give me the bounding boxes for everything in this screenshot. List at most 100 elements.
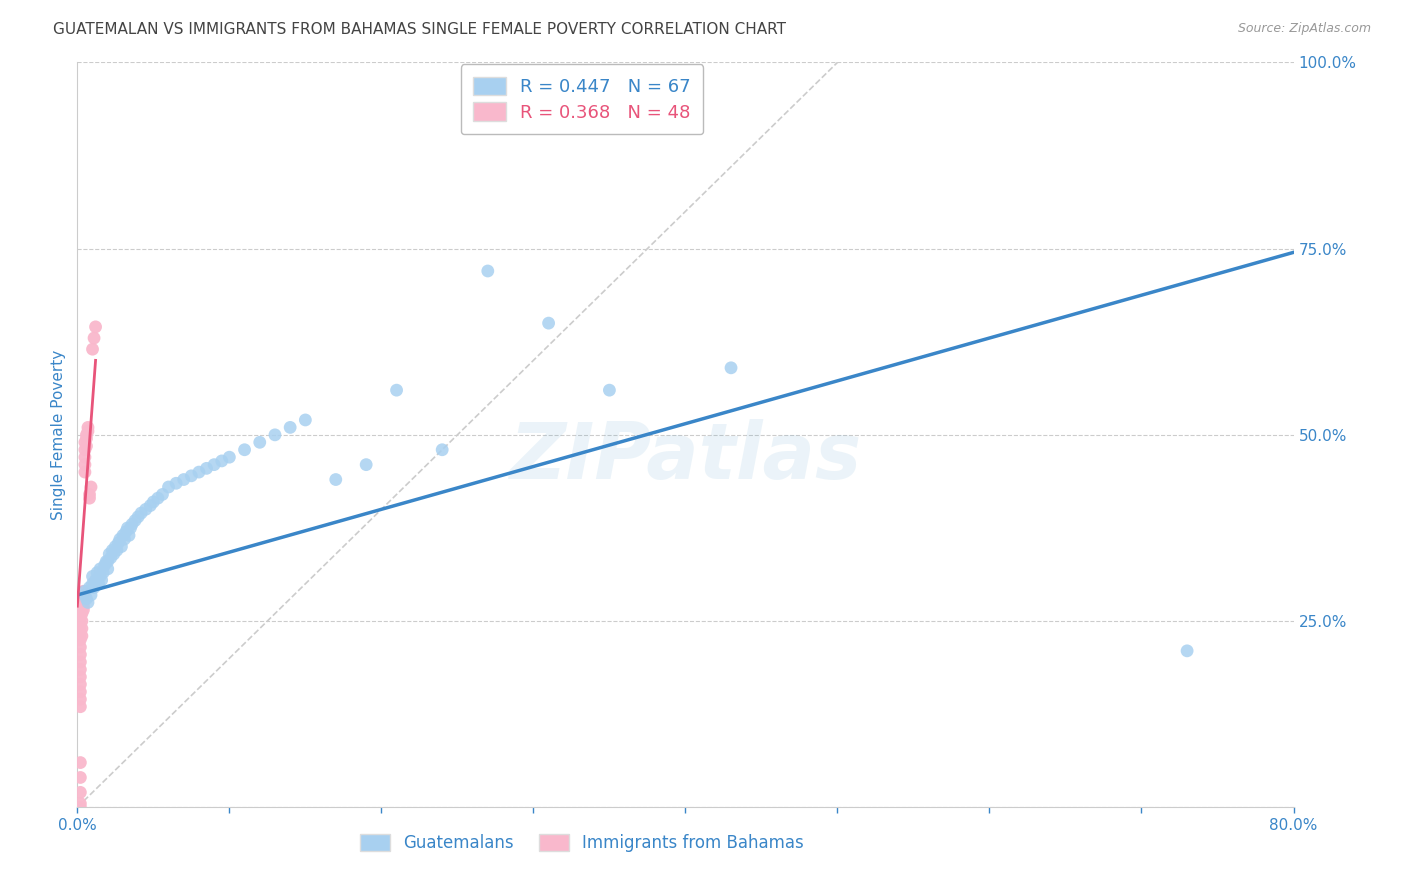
Point	[354, 458, 377, 472]
Point	[152, 487, 174, 501]
Point	[69, 588, 91, 602]
Point	[720, 360, 742, 375]
Point	[72, 603, 94, 617]
Point	[79, 491, 101, 505]
Point	[129, 506, 152, 520]
Point	[84, 319, 107, 334]
Point	[69, 648, 91, 662]
Point	[86, 566, 108, 580]
Point	[69, 640, 91, 654]
Point	[202, 458, 225, 472]
Point	[121, 517, 143, 532]
Point	[69, 610, 91, 624]
Point	[77, 424, 100, 438]
Text: ZIPatlas: ZIPatlas	[509, 419, 862, 495]
Point	[84, 573, 107, 587]
Legend: Guatemalans, Immigrants from Bahamas: Guatemalans, Immigrants from Bahamas	[350, 824, 814, 863]
Point	[98, 547, 121, 561]
Point	[69, 756, 91, 770]
Point	[188, 465, 211, 479]
Point	[111, 528, 134, 542]
Point	[79, 581, 101, 595]
Point	[70, 629, 93, 643]
Point	[69, 595, 91, 609]
Point	[118, 528, 141, 542]
Point	[97, 562, 120, 576]
Point	[73, 584, 96, 599]
Text: Source: ZipAtlas.com: Source: ZipAtlas.com	[1237, 22, 1371, 36]
Point	[77, 420, 100, 434]
Point	[135, 502, 157, 516]
Point	[69, 785, 91, 799]
Point	[294, 413, 316, 427]
Point	[108, 532, 131, 546]
Point	[83, 581, 105, 595]
Point	[69, 692, 91, 706]
Point	[79, 487, 101, 501]
Point	[69, 625, 91, 640]
Point	[173, 473, 195, 487]
Y-axis label: Single Female Poverty: Single Female Poverty	[51, 350, 66, 520]
Point	[75, 591, 97, 606]
Point	[72, 584, 94, 599]
Point	[70, 607, 93, 621]
Point	[97, 554, 120, 568]
Point	[72, 595, 94, 609]
Point	[70, 599, 93, 614]
Point	[180, 468, 202, 483]
Point	[83, 331, 105, 345]
Point	[537, 316, 560, 330]
Point	[278, 420, 301, 434]
Point	[69, 617, 91, 632]
Point	[75, 432, 97, 446]
Point	[117, 521, 139, 535]
Point	[432, 442, 454, 457]
Point	[115, 524, 138, 539]
Point	[264, 428, 287, 442]
Point	[82, 577, 104, 591]
Point	[139, 499, 162, 513]
Point	[73, 465, 96, 479]
Point	[124, 514, 146, 528]
Point	[90, 573, 112, 587]
Point	[103, 547, 125, 561]
Point	[91, 566, 114, 580]
Point	[80, 480, 103, 494]
Point	[72, 599, 94, 614]
Point	[70, 591, 93, 606]
Point	[325, 473, 347, 487]
Point	[120, 521, 142, 535]
Point	[157, 480, 180, 494]
Point	[101, 543, 124, 558]
Point	[69, 800, 91, 814]
Point	[89, 562, 111, 576]
Point	[73, 442, 96, 457]
Point	[69, 685, 91, 699]
Point	[73, 588, 96, 602]
Point	[69, 797, 91, 811]
Point	[73, 458, 96, 472]
Point	[195, 461, 218, 475]
Point	[69, 677, 91, 691]
Point	[477, 264, 499, 278]
Point	[77, 595, 100, 609]
Point	[96, 554, 118, 568]
Point	[598, 383, 620, 397]
Point	[100, 550, 122, 565]
Point	[1175, 644, 1198, 658]
Point	[73, 435, 96, 450]
Point	[70, 622, 93, 636]
Point	[89, 569, 111, 583]
Point	[82, 342, 104, 356]
Point	[69, 699, 91, 714]
Point	[107, 536, 129, 550]
Point	[110, 540, 132, 554]
Point	[105, 543, 128, 558]
Point	[218, 450, 240, 465]
Point	[69, 603, 91, 617]
Point	[93, 558, 115, 573]
Point	[80, 588, 103, 602]
Point	[87, 577, 110, 591]
Point	[69, 670, 91, 684]
Point	[385, 383, 408, 397]
